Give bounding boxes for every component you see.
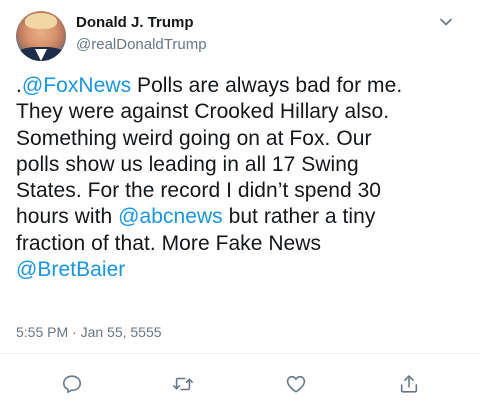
tweet-text-segment: hours with: [16, 205, 119, 229]
user-handle[interactable]: @realDonaldTrump: [76, 36, 207, 53]
tweet-line: They were against Crooked Hillary also.: [16, 99, 468, 125]
avatar[interactable]: [16, 11, 66, 61]
share-icon: [400, 375, 418, 393]
tweet-text-segment: .: [16, 74, 22, 97]
tweet-text-segment: Polls are always bad for me.: [131, 74, 403, 97]
tweet-text-segment: polls show us leading in all 17 Swing: [16, 152, 359, 176]
tweet-line: States. For the record I didn’t spend 30: [16, 178, 468, 204]
reply-icon: [62, 375, 82, 394]
tweet-text-segment: fraction of that. More Fake News: [16, 231, 322, 255]
divider: [0, 353, 480, 354]
tweet-line: fraction of that. More Fake News: [16, 231, 468, 257]
tweet-text-segment: but rather a tiny: [222, 205, 376, 229]
display-name[interactable]: Donald J. Trump: [76, 14, 194, 31]
tweet-text-segment: Something weird going on at Fox. Our: [16, 126, 372, 150]
like-button[interactable]: [284, 372, 308, 396]
tweet-text: .@FoxNews Polls are always bad for me. Th…: [16, 73, 468, 283]
tweet-line: polls show us leading in all 17 Swing: [16, 152, 468, 178]
reply-button[interactable]: [60, 372, 84, 396]
mention-link[interactable]: @abcnews: [118, 205, 223, 229]
tweet-line: .@FoxNews Polls are always bad for me.: [16, 73, 468, 99]
mention-link[interactable]: @FoxNews: [21, 74, 132, 97]
tweet-timestamp[interactable]: 5:55 PM · Jan 55, 5555: [16, 324, 162, 340]
tweet-text-segment: States. For the record I didn’t spend 30: [16, 179, 382, 203]
retweet-button[interactable]: [171, 372, 195, 396]
avatar-hair: [25, 13, 57, 29]
heart-icon: [286, 375, 306, 393]
tweet-line: @BretBaier: [16, 257, 468, 283]
tweet-line: hours with @abcnews but rather a tiny: [16, 204, 468, 230]
tweet-text-segment: They were against Crooked Hillary also.: [16, 100, 390, 124]
mention-link[interactable]: @BretBaier: [16, 258, 126, 282]
share-button[interactable]: [397, 372, 421, 396]
tweet-line: Something weird going on at Fox. Our: [16, 126, 468, 152]
retweet-icon: [173, 377, 193, 391]
chevron-down-icon[interactable]: [438, 14, 454, 30]
